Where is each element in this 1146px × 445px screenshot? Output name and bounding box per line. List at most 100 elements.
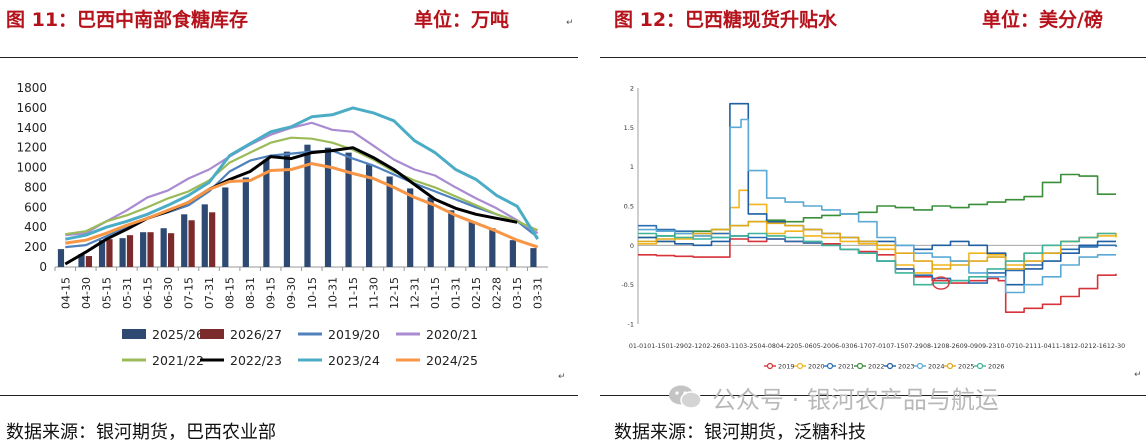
stock-chart: 0 200 400 600 800 1000 1200 1400 1600 1800 04-15 04… bbox=[16, 81, 548, 368]
para-mark: ↵ bbox=[558, 372, 566, 382]
legend-label: 2023 bbox=[898, 363, 915, 371]
unit-label: 单位：万吨 bbox=[414, 9, 510, 31]
line-2020-21 bbox=[65, 121, 539, 237]
bar-2025-26 bbox=[530, 248, 537, 267]
x-tick-label: 11-15 bbox=[347, 277, 360, 309]
x-tick-label: 01-15 bbox=[647, 343, 665, 350]
x-tick-label: 04-22 bbox=[776, 343, 794, 350]
x-tick-label: 05-20 bbox=[813, 343, 831, 350]
legend-marker bbox=[946, 362, 954, 370]
legend-label: 2021 bbox=[838, 363, 855, 371]
bar-2025-26 bbox=[283, 151, 291, 267]
bar-2026-27 bbox=[209, 212, 216, 267]
y-tick-label: 1000 bbox=[16, 161, 47, 175]
source-note: 数据来源：银河期货，泛糖科技 bbox=[614, 422, 866, 443]
legend-label: 2021/22 bbox=[152, 353, 204, 368]
legend-marker bbox=[826, 362, 834, 370]
chart-header: 图 11：巴西中南部食糖库存 单位：万吨 bbox=[6, 4, 578, 36]
x-tick-label: 12-31 bbox=[408, 277, 421, 309]
x-tick-label: 09-09 bbox=[960, 343, 978, 350]
x-tick-label: 04-30 bbox=[80, 277, 93, 309]
legend-marker bbox=[856, 362, 864, 370]
bar-2025-26 bbox=[160, 228, 167, 267]
y-tick-label: 1 bbox=[630, 163, 634, 171]
x-tick-label: 02-26 bbox=[702, 343, 720, 350]
legend-label: 2025 bbox=[958, 363, 975, 371]
x-tick-label: 10-07 bbox=[997, 343, 1015, 350]
bar-2025-26 bbox=[98, 240, 106, 267]
bar-2026-27 bbox=[126, 235, 134, 267]
watermark-text: 公众号 · 银河农产品与航运 bbox=[712, 386, 999, 414]
x-tick-label: 12-02 bbox=[1070, 343, 1088, 350]
bar-2026-27 bbox=[188, 220, 195, 267]
bar-2025-26 bbox=[263, 159, 270, 267]
x-tick-label: 10-31 bbox=[326, 277, 339, 309]
x-tick-label: 07-15 bbox=[886, 343, 904, 350]
bar-2025-26 bbox=[386, 176, 393, 267]
y-tick-label: 200 bbox=[24, 240, 47, 254]
bar-2025-26 bbox=[222, 187, 229, 267]
legend-marker bbox=[886, 362, 894, 370]
legend-swatch bbox=[122, 329, 146, 339]
x-tick-label: 01-01 bbox=[629, 343, 647, 350]
x-tick-label: 08-15 bbox=[224, 277, 237, 309]
x-tick-label: 05-31 bbox=[121, 277, 134, 309]
panel-premium: 图 12：巴西糖现货升贴水 单位：美分/磅 -1 -0.5 0 0.5 1 1.5 2 01-… bbox=[600, 0, 1146, 445]
x-tick-label: 09-30 bbox=[285, 277, 298, 309]
y-tick-label: 1600 bbox=[16, 101, 47, 115]
bar-2025-26 bbox=[324, 147, 332, 267]
bar-2026-27 bbox=[147, 232, 154, 267]
x-tick-label: 07-01 bbox=[868, 343, 886, 350]
x-tick-label: 11-30 bbox=[367, 277, 380, 309]
line-2026 bbox=[638, 232, 1116, 286]
x-tick-label: 06-17 bbox=[849, 343, 867, 350]
y-tick-label: 1.5 bbox=[624, 124, 634, 132]
x-tick-label: 07-31 bbox=[203, 277, 216, 309]
legend-marker bbox=[796, 362, 804, 370]
premium-chart: -1 -0.5 0 0.5 1 1.5 2 01-01 01-15 01-29 02-12 02-26… bbox=[621, 85, 1125, 371]
y-tick-label: 400 bbox=[24, 220, 47, 234]
unit-label: 单位：美分/磅 bbox=[982, 9, 1103, 31]
x-tick-label: 01-15 bbox=[429, 277, 442, 309]
y-tick-label: 800 bbox=[24, 180, 47, 194]
y-tick-label: 1400 bbox=[16, 121, 47, 135]
x-tick-label: 09-23 bbox=[978, 343, 996, 350]
y-tick-label: 1200 bbox=[16, 141, 47, 155]
x-tick-label: 02-28 bbox=[491, 277, 504, 309]
x-tick-label: 02-12 bbox=[684, 343, 702, 350]
x-tick-label: 07-15 bbox=[183, 277, 196, 309]
bar-2025-26 bbox=[57, 249, 65, 267]
bar-2025-26 bbox=[304, 144, 311, 267]
x-tick-label: 03-25 bbox=[739, 343, 757, 350]
legend-marker bbox=[916, 362, 924, 370]
x-tick-label: 11-18 bbox=[1052, 343, 1070, 350]
legend-marker bbox=[976, 362, 984, 370]
bar-2025-26 bbox=[78, 254, 85, 267]
legend-label: 2019 bbox=[778, 363, 795, 371]
x-tick-label: 07-29 bbox=[905, 343, 923, 350]
legend-label: 2019/20 bbox=[328, 327, 380, 342]
x-tick-label: 12-15 bbox=[388, 277, 401, 309]
x-tick-label: 10-15 bbox=[306, 277, 319, 309]
y-tick-label: 600 bbox=[24, 200, 47, 214]
bar-2025-26 bbox=[489, 228, 496, 267]
line-2021-22 bbox=[65, 136, 539, 236]
bar-2025-26 bbox=[242, 177, 249, 267]
legend-label: 2020/21 bbox=[426, 327, 478, 342]
legend-label: 2024 bbox=[928, 363, 945, 371]
x-tick-label: 05-06 bbox=[794, 343, 812, 350]
x-tick-label: 03-15 bbox=[511, 277, 524, 309]
x-tick-label: 11-04 bbox=[1033, 343, 1051, 350]
legend-swatch bbox=[200, 329, 224, 339]
x-tick-label: 08-26 bbox=[941, 343, 959, 350]
bar-2025-26 bbox=[345, 152, 352, 267]
bar-2025-26 bbox=[365, 164, 373, 267]
bar-2025-26 bbox=[448, 210, 455, 267]
bar-2026-27 bbox=[167, 233, 175, 267]
footer-rule bbox=[600, 395, 1146, 396]
line-2025 bbox=[638, 220, 1117, 270]
x-tick-label: 06-15 bbox=[141, 277, 154, 309]
legend-label: 2026/27 bbox=[230, 327, 282, 342]
x-tick-label: 08-12 bbox=[923, 343, 941, 350]
bar-2026-27 bbox=[85, 256, 93, 267]
